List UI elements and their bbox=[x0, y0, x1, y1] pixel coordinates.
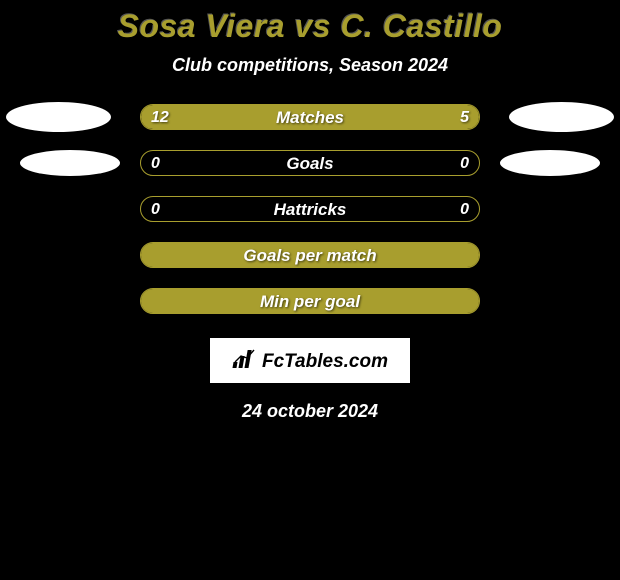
stat-label: Hattricks bbox=[141, 197, 479, 222]
stat-bar: 125Matches bbox=[140, 104, 480, 130]
stat-row: Goals per match bbox=[0, 242, 620, 270]
stat-row: 125Matches bbox=[0, 104, 620, 132]
logo-box: FcTables.com bbox=[210, 338, 410, 383]
stats-rows: 125Matches 00Goals 00Hattricks Goals per ma… bbox=[0, 104, 620, 316]
stat-bar: 00Goals bbox=[140, 150, 480, 176]
stat-row: 00Hattricks bbox=[0, 196, 620, 224]
date-text: 24 october 2024 bbox=[0, 401, 620, 422]
logo-text: FcTables.com bbox=[262, 351, 388, 373]
player-photo-left bbox=[6, 102, 111, 132]
stat-bar: Min per goal bbox=[140, 288, 480, 314]
player-photo-right bbox=[500, 150, 600, 176]
comparison-infographic: Sosa Viera vs C. Castillo Club competiti… bbox=[0, 0, 620, 422]
subtitle: Club competitions, Season 2024 bbox=[0, 55, 620, 76]
stat-label: Goals per match bbox=[141, 243, 479, 268]
stat-bar: 00Hattricks bbox=[140, 196, 480, 222]
stat-label: Min per goal bbox=[141, 289, 479, 314]
player-photo-right bbox=[509, 102, 614, 132]
stat-bar: Goals per match bbox=[140, 242, 480, 268]
page-title: Sosa Viera vs C. Castillo bbox=[0, 8, 620, 45]
stat-label: Goals bbox=[141, 151, 479, 176]
stat-row: Min per goal bbox=[0, 288, 620, 316]
chart-icon bbox=[232, 348, 258, 375]
stat-label: Matches bbox=[141, 105, 479, 130]
player-photo-left bbox=[20, 150, 120, 176]
stat-row: 00Goals bbox=[0, 150, 620, 178]
